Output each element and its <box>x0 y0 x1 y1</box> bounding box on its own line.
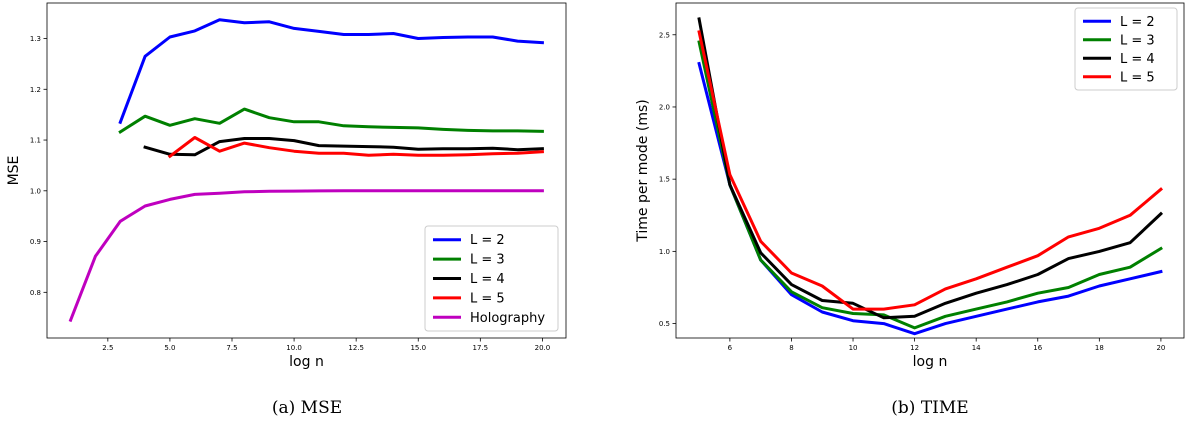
x-tick-label: 10.0 <box>286 344 302 352</box>
x-tick-label: 12 <box>910 344 919 352</box>
y-tick-label: 1.5 <box>659 176 670 184</box>
legend-label-1: L = 2 <box>1120 15 1155 30</box>
y-tick-label: 1.1 <box>30 137 41 145</box>
plot-frame <box>675 2 1185 339</box>
series-line-1 <box>118 18 544 125</box>
series-line-2 <box>697 40 1163 330</box>
legend-label-3: L = 4 <box>470 272 505 287</box>
x-tick-label: 8 <box>789 344 793 352</box>
series-line-5 <box>68 189 544 323</box>
x-tick-label: 15.0 <box>410 344 426 352</box>
y-tick-label: 2.5 <box>659 31 670 39</box>
y-tick-label: 1.0 <box>30 187 41 195</box>
x-tick-label: 20.0 <box>535 344 551 352</box>
legend-label-4: L = 5 <box>1120 70 1155 85</box>
legend-label-3: L = 4 <box>1120 52 1155 67</box>
y-tick-label: 0.9 <box>30 238 41 246</box>
legend-label-5: Holography <box>470 311 545 326</box>
legend-label-1: L = 2 <box>470 233 505 248</box>
y-tick-label: 0.8 <box>30 289 41 297</box>
x-tick-label: 2.5 <box>102 344 113 352</box>
series-line-2 <box>118 107 544 134</box>
x-axis-label: log n <box>913 354 948 370</box>
y-tick-label: 0.5 <box>659 320 670 328</box>
chart-2: 6 8 10 12 14 16 18 20 0.5 1.0 1.5 2.0 2.5 log n Time p… <box>635 2 1185 418</box>
y-axis-label: MSE <box>6 156 22 186</box>
x-tick-label: 10 <box>849 344 858 352</box>
y-tick-label: 1.0 <box>659 248 670 256</box>
x-tick-label: 20 <box>1156 344 1165 352</box>
series-line-4 <box>697 30 1164 311</box>
plot-frame <box>46 2 567 339</box>
legend: L = 2 L = 3 L = 4 L = 5 <box>1074 7 1178 91</box>
x-tick-label: 17.5 <box>473 344 489 352</box>
x-axis-label: log n <box>289 354 324 370</box>
series-line-1 <box>697 61 1163 336</box>
y-tick-label: 1.2 <box>30 86 41 94</box>
y-tick-label: 1.3 <box>30 35 41 43</box>
legend-label-2: L = 3 <box>1120 33 1155 48</box>
subfigure-caption: (b) TIME <box>891 398 968 418</box>
y-axis-label: Time per mode (ms) <box>635 99 651 242</box>
legend: L = 2 L = 3 L = 4 L = 5 Holography <box>424 225 559 332</box>
subfigure-caption: (a) MSE <box>272 398 342 418</box>
legend-box <box>424 225 559 332</box>
chart-1: 2.5 5.0 7.5 10.0 12.5 15.0 17.5 20.0 0.8 0.9 1.0 1.… <box>6 2 567 418</box>
legend-label-4: L = 5 <box>470 291 505 306</box>
x-tick-label: 12.5 <box>348 344 364 352</box>
y-tick-label: 2.0 <box>659 103 670 111</box>
series-line-4 <box>167 136 544 159</box>
x-tick-label: 16 <box>1033 344 1042 352</box>
legend-label-2: L = 3 <box>470 253 505 268</box>
legend-box <box>1074 7 1178 91</box>
x-tick-label: 6 <box>728 344 733 352</box>
x-tick-label: 7.5 <box>226 344 237 352</box>
x-tick-label: 18 <box>1095 344 1104 352</box>
x-tick-label: 5.0 <box>164 344 175 352</box>
x-tick-label: 14 <box>972 344 981 352</box>
series-line-3 <box>697 17 1164 320</box>
